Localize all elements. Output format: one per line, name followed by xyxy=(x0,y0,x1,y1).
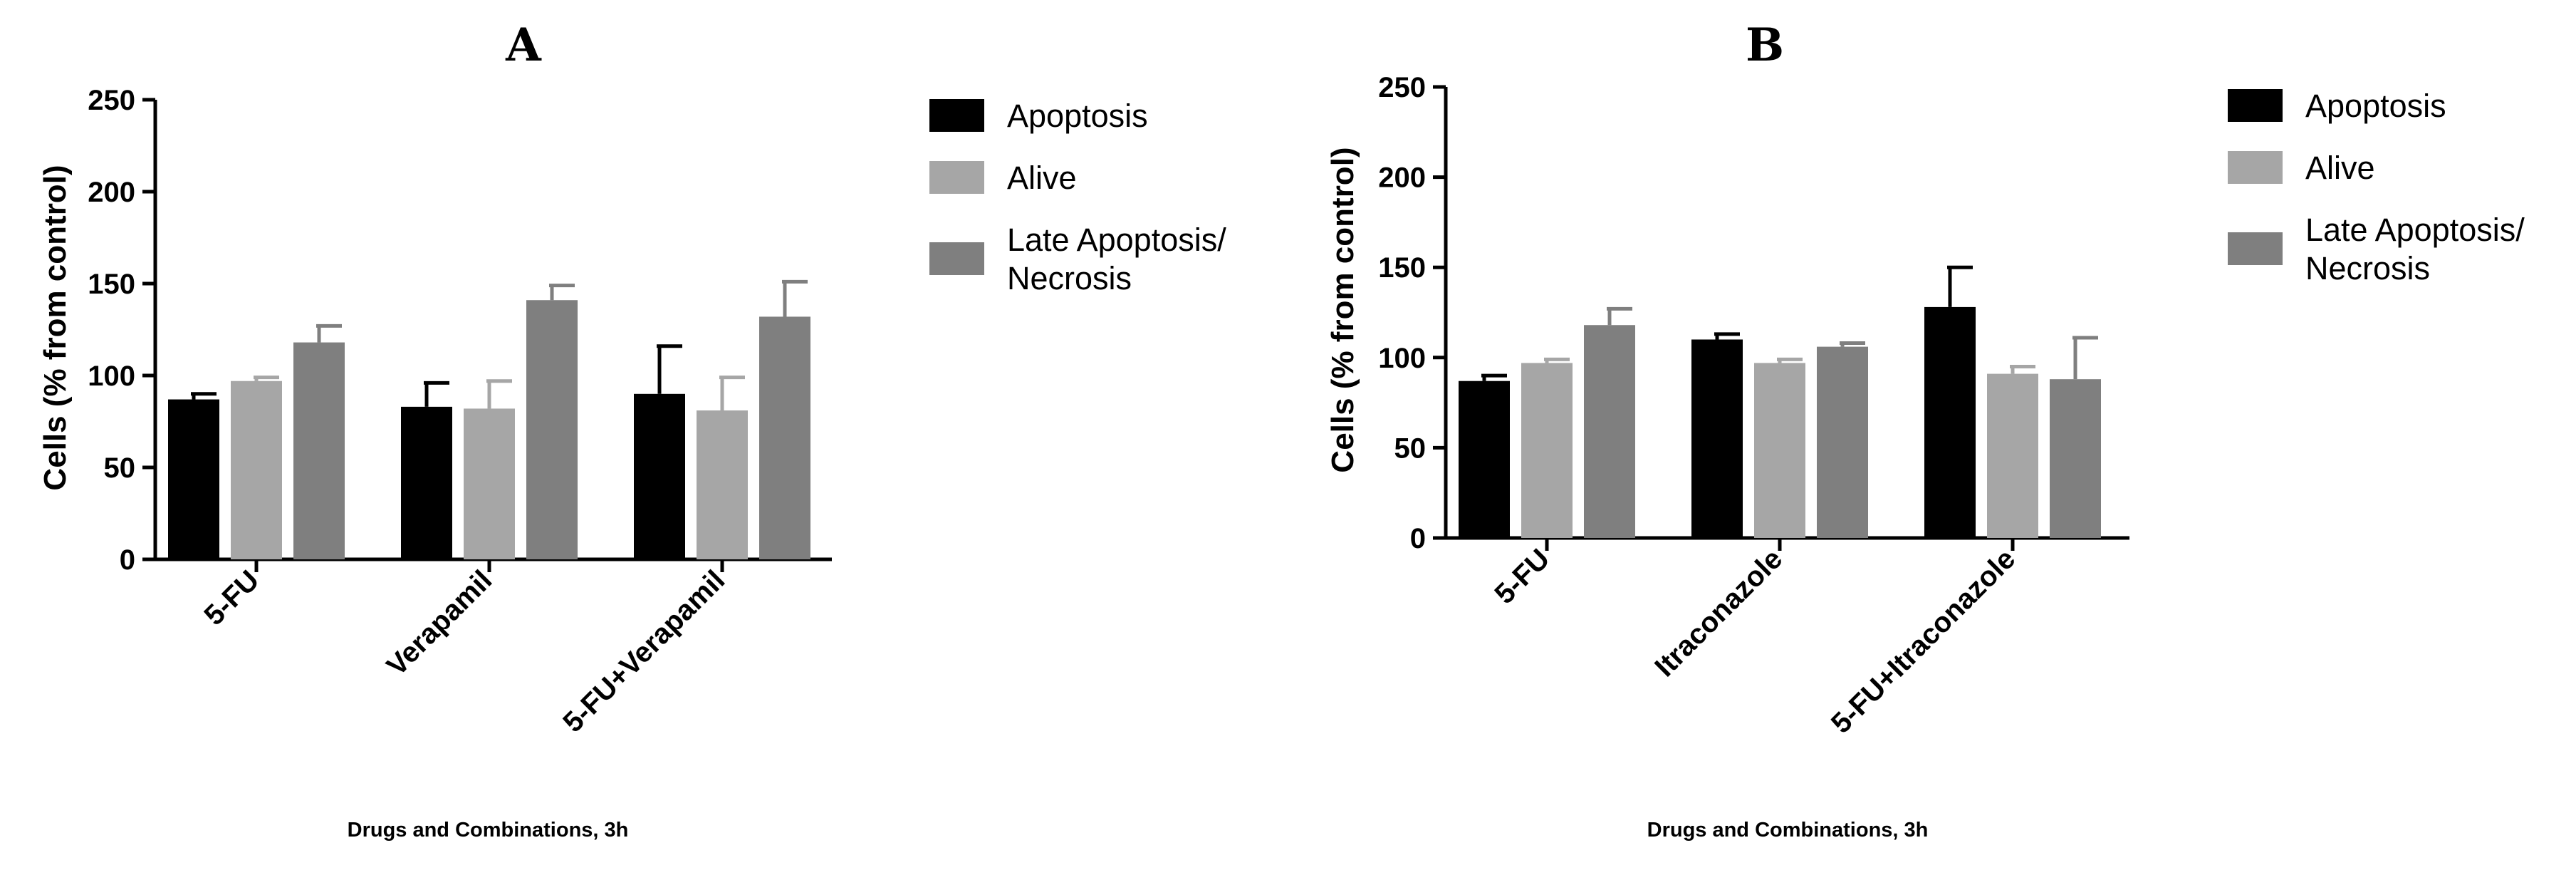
legend-swatch xyxy=(2228,151,2283,184)
bar xyxy=(1754,363,1805,538)
legend: Apoptosis Alive Late Apoptosis/Necrosis xyxy=(2228,88,2525,286)
x-tick-label: 5-FU xyxy=(198,564,265,631)
bar xyxy=(2050,379,2101,538)
x-tick-label: 5-FU xyxy=(1488,543,1555,610)
legend-swatch xyxy=(929,242,984,275)
chart-title: A xyxy=(505,19,542,72)
legend-swatch xyxy=(929,161,984,194)
y-tick-label: 0 xyxy=(120,544,135,576)
bar xyxy=(1987,373,2038,538)
bar xyxy=(1924,306,1976,538)
y-tick-label: 100 xyxy=(1378,343,1426,374)
bar xyxy=(1584,325,1635,538)
bar xyxy=(401,406,452,559)
y-tick-label: 150 xyxy=(88,269,135,300)
y-axis-label: Cells (% from control) xyxy=(1325,147,1360,472)
chart-title: B xyxy=(1746,19,1784,72)
bar xyxy=(168,399,219,559)
y-axis-label: Cells (% from control) xyxy=(38,165,73,490)
bar xyxy=(697,410,748,559)
bar xyxy=(526,300,578,559)
y-tick-label: 50 xyxy=(1394,433,1427,464)
y-tick-label: 200 xyxy=(1378,162,1426,194)
y-tick-label: 50 xyxy=(104,452,136,484)
bars xyxy=(1459,265,2101,538)
legend-swatch xyxy=(2228,89,2283,122)
bar xyxy=(464,408,515,559)
legend-label: Late Apoptosis/Necrosis xyxy=(2305,212,2525,286)
chart-panel-b: B 0 50 100 150 200 250 5-FU Itraconazole 5-FU+It… xyxy=(1325,19,2525,842)
y-tick-label: 250 xyxy=(1378,72,1426,103)
y-tick-label: 0 xyxy=(1410,523,1426,554)
bar xyxy=(1817,346,1868,538)
chart-panel-a: A 0 50 100 150 200 250 5-FU Verapamil 5-FU+Verap… xyxy=(38,19,1226,842)
legend-label: Apoptosis xyxy=(1007,98,1148,134)
x-tick-label: 5-FU+Itraconazole xyxy=(1825,543,2022,740)
bars xyxy=(168,279,810,559)
x-tick-label: Verapamil xyxy=(381,564,499,682)
y-tick-label: 150 xyxy=(1378,252,1426,284)
legend-label: Apoptosis xyxy=(2305,88,2446,124)
legend: Apoptosis Alive Late Apoptosis/Necrosis xyxy=(929,98,1226,296)
bar xyxy=(231,380,282,559)
legend-swatch xyxy=(2228,232,2283,265)
x-axis-label: Drugs and Combinations, 3h xyxy=(348,819,629,842)
x-tick-label: 5-FU+Verapamil xyxy=(557,564,731,738)
bar xyxy=(1691,339,1743,538)
y-tick-label: 100 xyxy=(88,361,135,392)
bar xyxy=(634,393,685,559)
y-tick-label: 250 xyxy=(88,85,135,116)
x-axis-label: Drugs and Combinations, 3h xyxy=(1647,819,1929,842)
legend-label: Alive xyxy=(1007,160,1077,196)
x-tick-label: Itraconazole xyxy=(1649,543,1788,683)
legend-label: Late Apoptosis/Necrosis xyxy=(1007,222,1226,296)
bar xyxy=(293,342,345,559)
y-tick-label: 200 xyxy=(88,177,135,208)
bar xyxy=(1521,363,1573,538)
legend-label: Alive xyxy=(2305,150,2375,186)
legend-swatch xyxy=(929,99,984,132)
bar xyxy=(1459,380,1510,538)
bar xyxy=(759,316,810,559)
